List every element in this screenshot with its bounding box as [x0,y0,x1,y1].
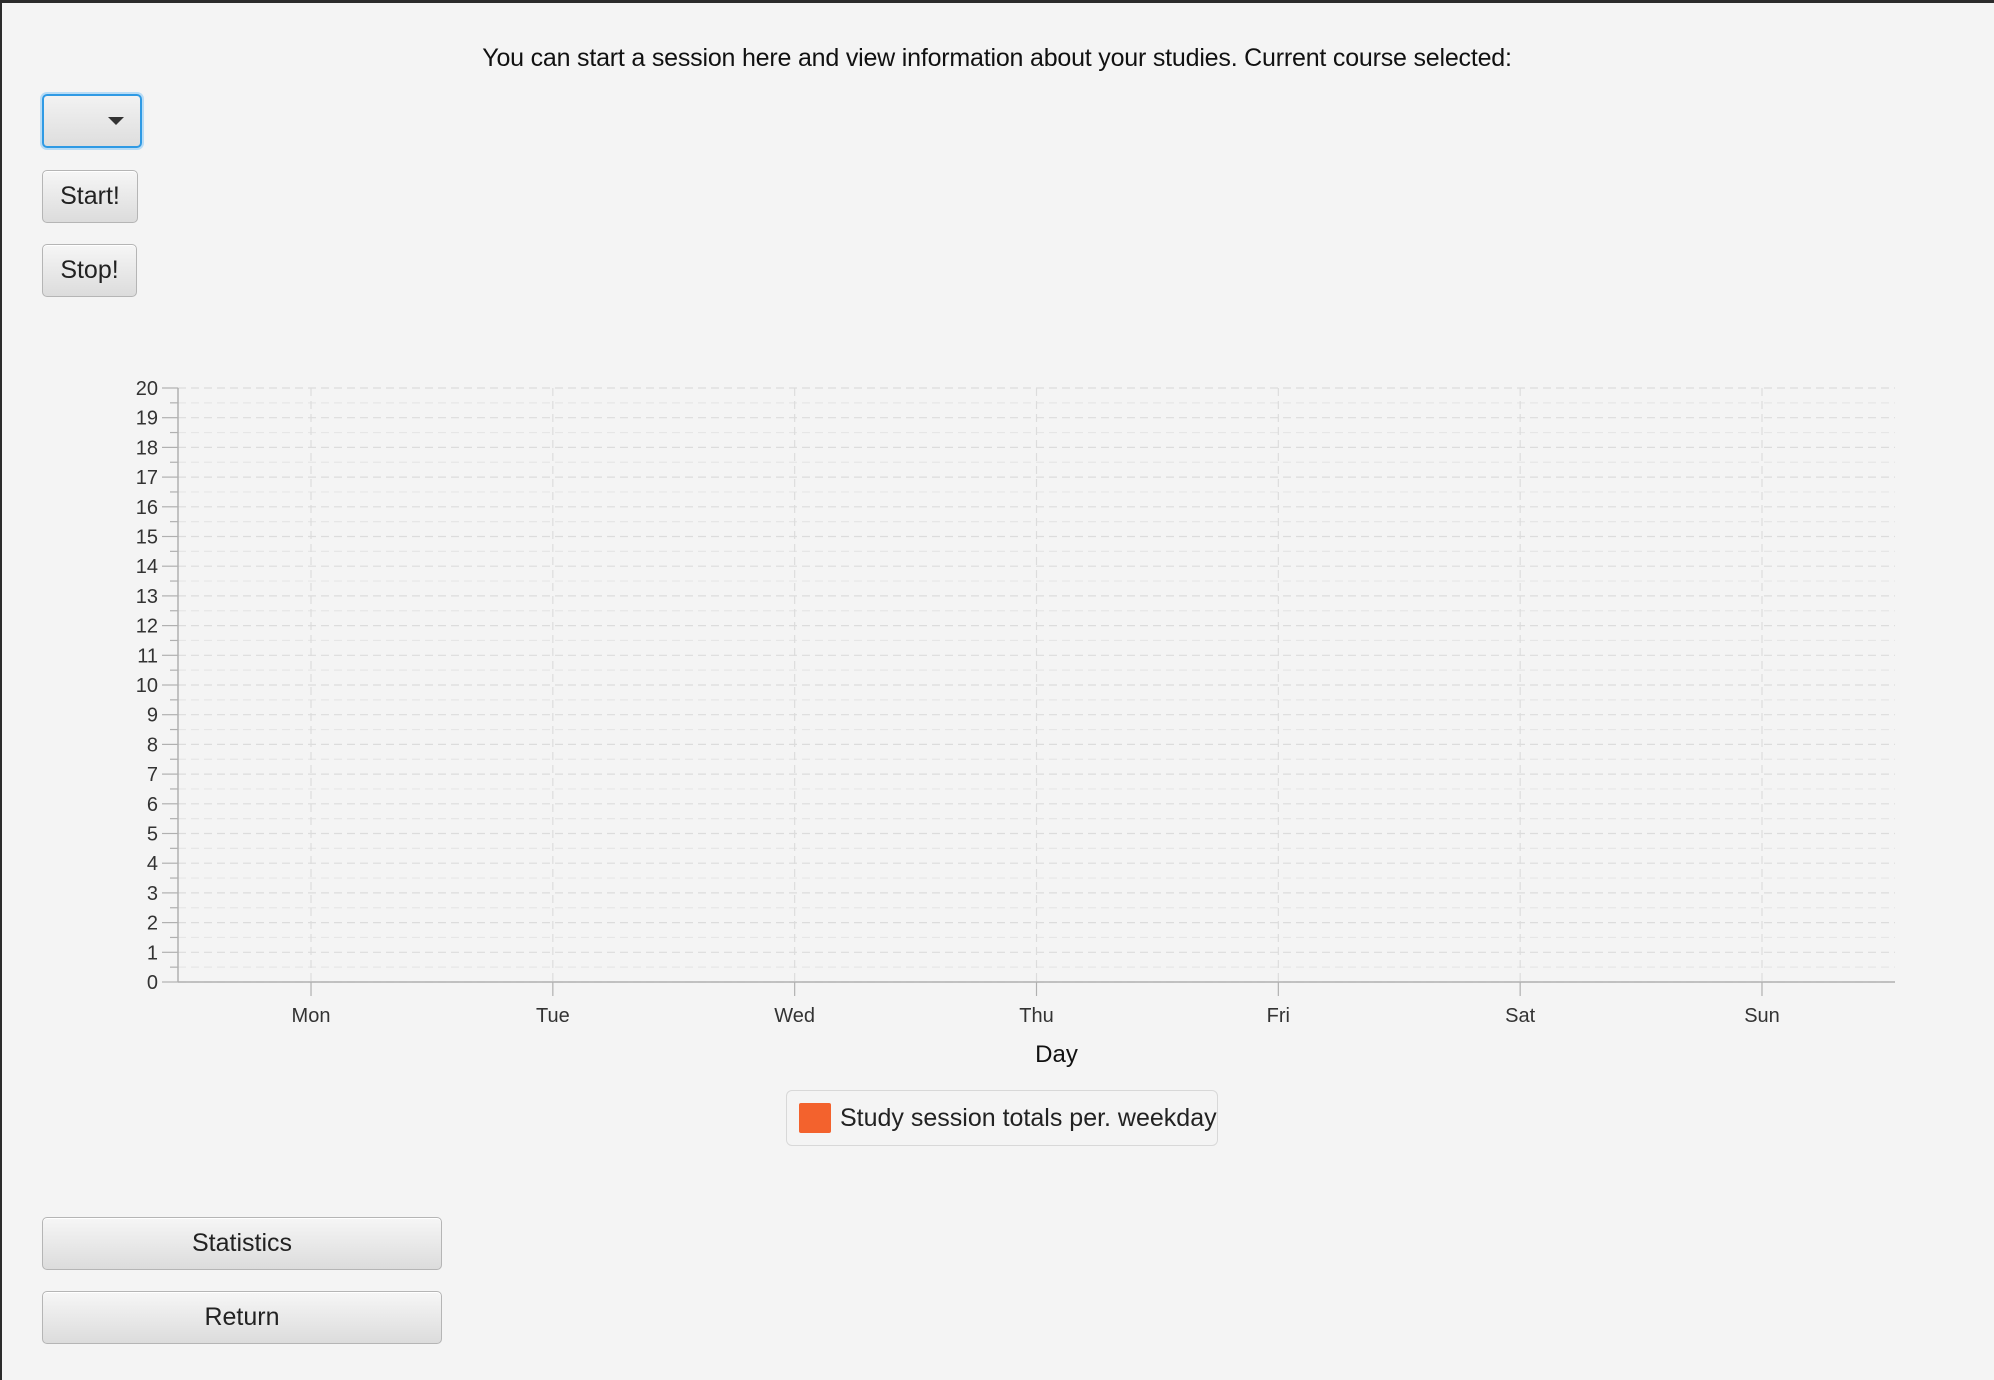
course-select[interactable] [42,94,142,148]
x-tick-label: Sun [1744,1005,1780,1027]
y-tick-label: 7 [147,764,158,786]
x-tick-label: Thu [1019,1005,1053,1027]
return-button[interactable]: Return [42,1291,442,1344]
y-tick-label: 6 [147,794,158,816]
y-tick-label: 16 [136,497,158,519]
x-tick-label: Fri [1267,1005,1290,1027]
statistics-button[interactable]: Statistics [42,1217,442,1270]
y-tick-label: 8 [147,734,158,756]
x-axis-title: Day [1035,1041,1078,1068]
y-tick-label: 20 [136,378,158,400]
legend-swatch [799,1103,831,1133]
y-tick-label: 9 [147,705,158,727]
x-tick-label: Mon [292,1005,331,1027]
y-tick-label: 15 [136,527,158,549]
y-tick-label: 2 [147,913,158,935]
y-tick-label: 1 [147,942,158,964]
x-tick-label: Tue [536,1005,570,1027]
y-tick-label: 0 [147,972,158,994]
y-tick-label: 13 [136,586,158,608]
stop-button[interactable]: Stop! [42,244,137,297]
y-tick-label: 17 [136,467,158,489]
x-tick-label: Wed [774,1005,815,1027]
y-tick-label: 4 [147,853,158,875]
instructions-text: You can start a session here and view in… [482,44,1512,72]
y-tick-label: 19 [136,408,158,430]
y-tick-label: 14 [136,556,158,578]
x-tick-label: Sat [1505,1005,1535,1027]
legend-label: Study session totals per. weekday [840,1103,1217,1132]
chevron-down-icon[interactable] [108,117,124,125]
chart-grid [178,387,1895,983]
y-tick-label: 11 [137,645,158,667]
y-tick-label: 12 [136,616,158,638]
y-tick-label: 5 [147,824,158,846]
y-tick-label: 18 [136,437,158,459]
y-tick-label: 10 [136,675,158,697]
chart-legend: Study session totals per. weekday [786,1090,1218,1146]
y-tick-label: 3 [147,883,158,905]
start-button[interactable]: Start! [42,170,138,223]
